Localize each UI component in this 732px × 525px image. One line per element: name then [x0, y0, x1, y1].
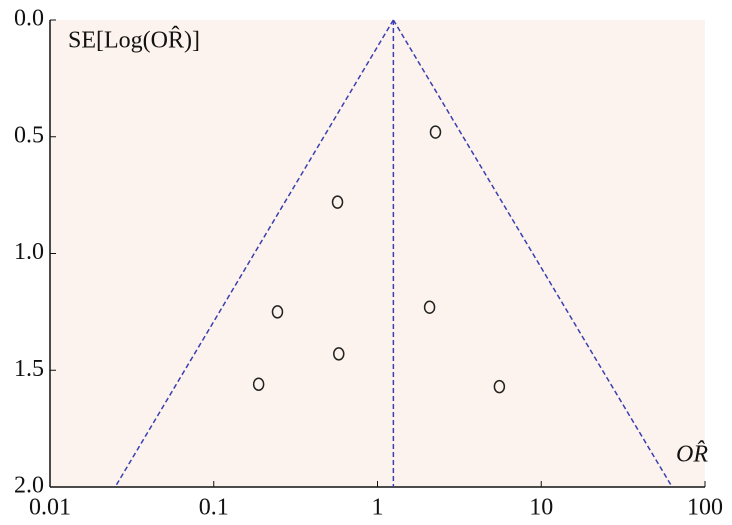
study-point — [333, 347, 345, 361]
x-tick-label: 1 — [372, 495, 384, 521]
x-tick-label: 0.1 — [199, 495, 229, 521]
x-axis-label: OR̂ — [676, 441, 708, 468]
study-point — [331, 195, 344, 209]
study-point — [252, 377, 265, 392]
y-tick-label: 1.0 — [14, 239, 44, 265]
study-point — [429, 125, 442, 139]
plot-background — [50, 20, 705, 487]
y-tick-label: 2.0 — [14, 473, 44, 499]
study-point — [423, 300, 436, 314]
x-tick-label: 0.01 — [29, 495, 71, 521]
x-tick-label: 100 — [687, 495, 723, 521]
funnel-line — [114, 19, 395, 488]
funnel-line — [392, 19, 673, 488]
study-point — [271, 305, 284, 319]
y-tick-label: 0.5 — [14, 122, 44, 148]
y-tick-label: 0.0 — [14, 6, 44, 32]
y-axis-label: SE[Log(OR̂)] — [68, 26, 200, 54]
x-tick-label: 10 — [529, 495, 553, 521]
study-point — [493, 379, 506, 394]
y-tick-label: 1.5 — [14, 356, 44, 382]
